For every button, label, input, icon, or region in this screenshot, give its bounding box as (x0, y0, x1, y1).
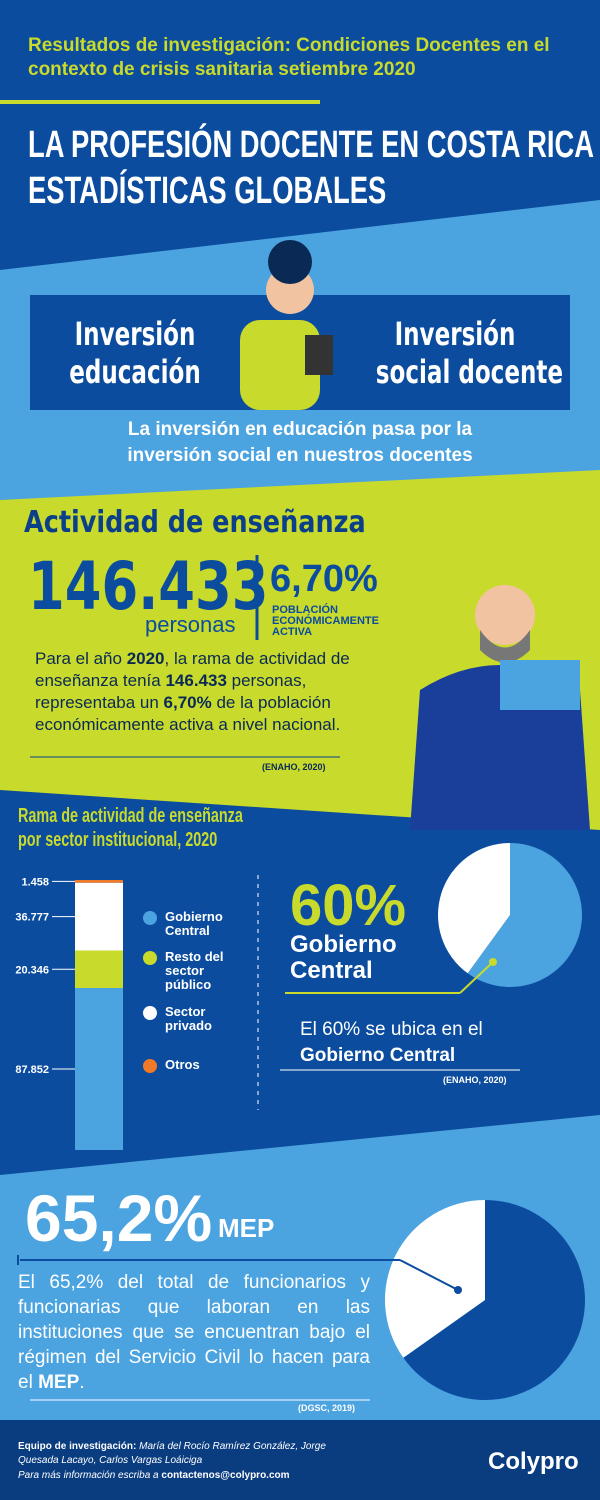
highlight-value: 60% (290, 873, 407, 938)
activity-unit: personas (145, 612, 236, 637)
legend-entry: Sector privado (165, 1004, 212, 1033)
figure2-book (500, 660, 580, 710)
activity-source: (ENAHO, 2020) (262, 762, 326, 772)
callout-line (399, 1259, 459, 1291)
mep-unit: MEP (218, 1213, 275, 1243)
sector-source: (ENAHO, 2020) (443, 1075, 507, 1085)
figure-hair (268, 240, 312, 284)
divider (0, 100, 320, 104)
figure2-beard (480, 630, 530, 663)
charts: 87.852 20.346 36.777 1.458 (15, 843, 585, 1400)
mep-headline: 65,2% (25, 1181, 213, 1255)
legend-dot (143, 1006, 157, 1020)
sector-note: El 60% se ubica en el Gobierno Central (300, 1019, 483, 1066)
figure2-head (475, 585, 535, 645)
logo: Colypro (488, 1448, 579, 1475)
value-label: 36.777 (15, 912, 49, 924)
bar-segment (75, 950, 123, 989)
footer-bg (0, 1420, 600, 1500)
bar-segment (75, 880, 123, 883)
figure-body (240, 320, 320, 410)
investment-left: Inversión educación (69, 315, 201, 391)
title-line: LA PROFESIÓN DOCENTE EN COSTA RICA (28, 124, 594, 166)
pie-slice (403, 1200, 585, 1400)
title-line: ESTADÍSTICAS GLOBALES (28, 170, 387, 212)
callout-dot (489, 958, 497, 966)
footer-team: Equipo de investigación: María del Rocío… (18, 1441, 326, 1466)
legend-dot (143, 951, 157, 965)
value-label: 20.346 (15, 964, 49, 976)
subtitle: Resultados de investigación: Condiciones… (28, 35, 550, 80)
value-label: 87.852 (15, 1064, 49, 1076)
callout-line (459, 961, 494, 994)
activity-title: Actividad de enseñanza (24, 505, 366, 540)
legend-entry: Gobierno Central (165, 909, 223, 938)
investment-caption: La inversión en educación pasa por la in… (127, 419, 473, 466)
footer-contact: Para más información escriba a contacten… (18, 1470, 290, 1481)
figure-book (305, 335, 333, 375)
bar-segment (75, 882, 123, 951)
investment-right: Inversión social docente (375, 315, 564, 391)
activity-paragraph: Para el año 2020, la rama de actividad d… (35, 649, 350, 734)
highlight-label: Gobierno Central (290, 931, 397, 984)
bar-segment (75, 988, 123, 1150)
legend-dot (143, 1059, 157, 1073)
legend-entry: Resto del sector público (165, 949, 224, 992)
legend-entry: Otros (165, 1057, 200, 1072)
pie-slice (467, 843, 583, 987)
value-label: 1.458 (21, 876, 49, 888)
activity-share-label: POBLACIÓN ECONÓMICAMENTE ACTIVA (272, 604, 379, 638)
activity-share: 6,70% (270, 558, 378, 600)
callout-dot (454, 1286, 462, 1294)
legend-dot (143, 911, 157, 925)
pie-slice (438, 843, 510, 974)
mep-paragraph: El 65,2% del total de funcionarios y fun… (18, 1272, 370, 1393)
sector-title: Rama de actividad de enseñanza por sector… (18, 805, 243, 851)
mep-source: (DGSC, 2019) (298, 1403, 356, 1413)
activity-count: 146.433 (28, 548, 269, 625)
